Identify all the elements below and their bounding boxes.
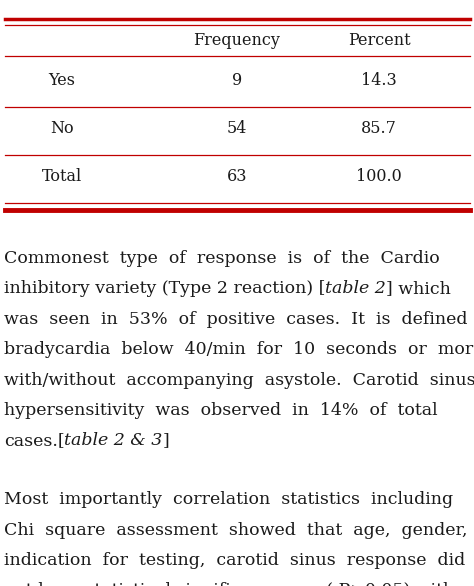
Text: 14.3: 14.3	[361, 72, 397, 90]
Text: Percent: Percent	[348, 32, 410, 49]
Text: not have statistical significance        ( P>0.05) with: not have statistical significance ( P>0.…	[4, 582, 454, 586]
Text: was  seen  in  53%  of  positive  cases.  It  is  defined  as: was seen in 53% of positive cases. It is…	[4, 311, 474, 328]
Text: with/without  accompanying  asystole.  Carotid  sinus: with/without accompanying asystole. Caro…	[4, 372, 474, 389]
Text: Frequency: Frequency	[193, 32, 281, 49]
Text: Chi  square  assessment  showed  that  age,  gender,: Chi square assessment showed that age, g…	[4, 522, 467, 539]
Text: table 2 & 3: table 2 & 3	[64, 432, 163, 449]
Text: 85.7: 85.7	[361, 120, 397, 138]
Text: 9: 9	[232, 72, 242, 90]
Text: 63: 63	[227, 168, 247, 186]
Text: bradycardia  below  40/min  for  10  seconds  or  more: bradycardia below 40/min for 10 seconds …	[4, 341, 474, 358]
Text: No: No	[50, 120, 73, 138]
Text: 54: 54	[227, 120, 247, 138]
Text: inhibitory variety (Type 2 reaction) [: inhibitory variety (Type 2 reaction) [	[4, 280, 325, 297]
Text: hypersensitivity  was  observed  in  14%  of  total: hypersensitivity was observed in 14% of …	[4, 402, 438, 419]
Text: Total: Total	[42, 168, 82, 186]
Text: cases.[: cases.[	[4, 432, 64, 449]
Text: Yes: Yes	[48, 72, 75, 90]
Text: ]: ]	[163, 432, 169, 449]
Text: Commonest  type  of  response  is  of  the  Cardio: Commonest type of response is of the Car…	[4, 250, 439, 267]
Text: 100.0: 100.0	[356, 168, 402, 186]
Text: ] which: ] which	[386, 280, 451, 297]
Text: table 2: table 2	[325, 280, 386, 297]
Text: indication  for  testing,  carotid  sinus  response  did: indication for testing, carotid sinus re…	[4, 552, 465, 569]
Text: Most  importantly  correlation  statistics  including: Most importantly correlation statistics …	[4, 491, 453, 508]
